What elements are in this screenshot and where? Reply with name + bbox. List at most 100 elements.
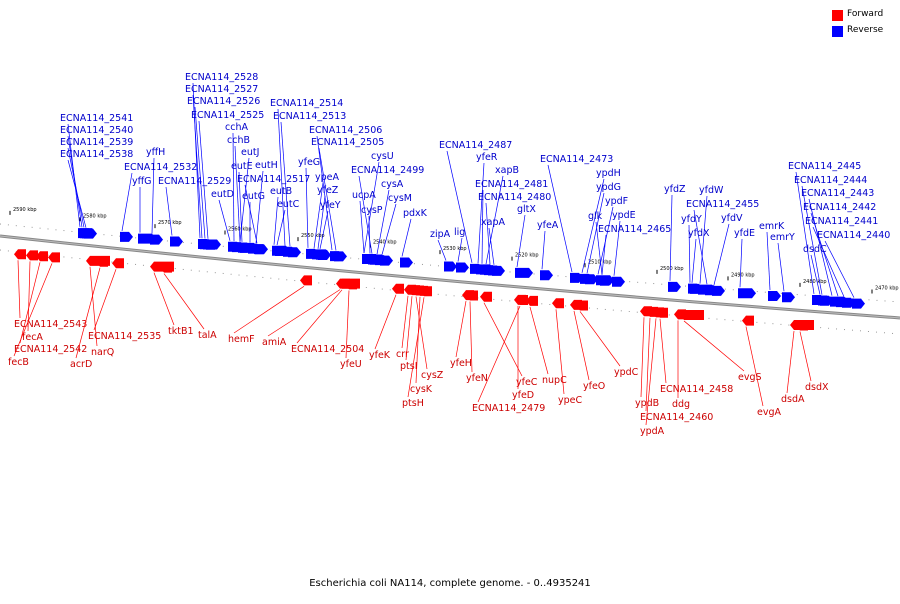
reverse-gene-label[interactable]: eutH [255, 160, 278, 171]
reverse-gene-ecna114-2525[interactable] [206, 239, 219, 250]
reverse-gene-yfea[interactable] [540, 270, 553, 281]
forward-gene-label[interactable]: nupC [542, 375, 567, 386]
reverse-gene-label[interactable]: ECNA114_2529 [158, 176, 231, 187]
reverse-gene-label[interactable]: eutG [242, 191, 265, 202]
reverse-gene-gltx[interactable] [515, 267, 533, 278]
reverse-gene-eutd[interactable] [228, 241, 241, 252]
reverse-gene-label[interactable]: ECNA114_2527 [185, 84, 258, 95]
reverse-gene-label[interactable]: eutD [211, 189, 234, 200]
reverse-gene-label[interactable]: ECNA114_2528 [185, 72, 258, 83]
forward-gene-yfen[interactable] [466, 290, 478, 301]
reverse-gene-label[interactable]: ECNA114_2505 [311, 137, 384, 148]
reverse-gene-label[interactable]: yfeZ [317, 185, 339, 196]
reverse-gene-label[interactable]: ECNA114_2440 [817, 230, 890, 241]
reverse-gene-cysp[interactable] [368, 254, 386, 265]
forward-gene-label[interactable]: evgA [757, 407, 781, 418]
forward-gene-label[interactable]: dsdX [805, 382, 829, 393]
reverse-gene-label[interactable]: ypdF [605, 196, 628, 207]
forward-gene-label[interactable]: ECNA114_2504 [291, 344, 364, 355]
reverse-gene-ypde[interactable] [612, 276, 625, 287]
forward-gene-ecna114-2479[interactable] [516, 295, 528, 306]
forward-gene-label[interactable]: yfeO [583, 381, 605, 392]
forward-gene-label[interactable]: hemF [228, 334, 255, 345]
forward-gene-label[interactable]: ECNA114_2460 [640, 412, 713, 423]
reverse-gene-yffg[interactable] [138, 233, 156, 244]
forward-gene-label[interactable]: cysK [410, 384, 433, 395]
forward-gene-label[interactable]: talA [198, 330, 217, 341]
reverse-gene-ecna114-2441[interactable] [842, 297, 855, 308]
reverse-gene-label[interactable]: yfdW [699, 185, 724, 196]
reverse-gene-label[interactable]: ECNA114_2526 [187, 96, 260, 107]
reverse-gene-label[interactable]: ECNA114_2499 [351, 165, 424, 176]
forward-gene-label[interactable]: fecA [22, 332, 43, 343]
reverse-gene-yfde[interactable] [738, 288, 756, 299]
reverse-gene-label[interactable]: ECNA114_2532 [124, 162, 197, 173]
reverse-gene-ecna114-2465[interactable] [600, 275, 613, 286]
reverse-gene-label[interactable]: yfdE [734, 228, 755, 239]
forward-gene-label[interactable]: yfeH [450, 358, 472, 369]
reverse-gene-label[interactable]: ypeA [315, 172, 339, 183]
reverse-gene-label[interactable]: eutE [231, 161, 253, 172]
reverse-gene-label[interactable]: yfdV [721, 213, 743, 224]
reverse-gene-emry[interactable] [782, 292, 795, 303]
reverse-gene-ecna114-2529[interactable] [170, 236, 183, 247]
reverse-gene-ecna114-2517[interactable] [255, 244, 268, 255]
reverse-gene-yfdz[interactable] [668, 281, 681, 292]
reverse-gene-label[interactable]: yfeG [298, 157, 320, 168]
reverse-gene-label[interactable]: eutC [277, 199, 300, 210]
reverse-gene-label[interactable]: xapA [481, 217, 505, 228]
forward-gene-hemf[interactable] [300, 275, 312, 286]
reverse-gene-label[interactable]: cchA [225, 122, 248, 133]
reverse-gene-label[interactable]: ECNA114_2442 [803, 202, 876, 213]
forward-gene-label[interactable]: yfeC [516, 377, 538, 388]
reverse-gene-label[interactable]: yffH [146, 147, 165, 158]
forward-gene-tala[interactable] [160, 262, 172, 273]
forward-gene-label[interactable]: ECNA114_2458 [660, 384, 733, 395]
forward-gene-label[interactable]: yfeD [512, 390, 534, 401]
forward-gene-label[interactable]: amiA [262, 337, 287, 348]
forward-gene-yfec[interactable] [480, 291, 492, 302]
reverse-gene-label[interactable]: ECNA114_2517 [237, 174, 310, 185]
forward-gene-label[interactable]: ypeC [558, 395, 582, 406]
reverse-gene-label[interactable]: ECNA114_2514 [270, 98, 343, 109]
forward-gene-label[interactable]: ECNA114_2542 [14, 344, 87, 355]
reverse-gene-ecna114-2473[interactable] [570, 272, 583, 283]
reverse-gene-label[interactable]: yfeR [476, 152, 498, 163]
reverse-gene-label[interactable]: ECNA114_2445 [788, 161, 861, 172]
reverse-gene-label[interactable]: yfeA [537, 220, 559, 231]
forward-gene-label[interactable]: fecB [8, 357, 29, 368]
reverse-gene-xapa[interactable] [492, 265, 505, 276]
reverse-gene-label[interactable]: yfdX [688, 228, 710, 239]
reverse-gene-label[interactable]: ECNA114_2541 [60, 113, 133, 124]
reverse-gene-label[interactable]: gltX [517, 204, 536, 215]
forward-gene-label[interactable]: ypdB [635, 398, 659, 409]
forward-gene-label[interactable]: ECNA114_2543 [14, 319, 87, 330]
forward-gene-label[interactable]: cysZ [421, 370, 444, 381]
reverse-gene-label[interactable]: emrY [770, 232, 795, 243]
forward-gene-ypec[interactable] [552, 298, 564, 309]
forward-gene-ypdc[interactable] [576, 300, 588, 311]
forward-gene-label[interactable]: ypdC [614, 367, 639, 378]
reverse-gene-label[interactable]: cysP [361, 205, 383, 216]
reverse-gene-yfdv[interactable] [712, 285, 725, 296]
forward-gene-nupc[interactable] [526, 295, 538, 306]
reverse-gene-emrk[interactable] [768, 290, 781, 301]
forward-gene-label[interactable]: ptsI [400, 361, 418, 372]
forward-gene-yfek[interactable] [392, 283, 404, 294]
forward-gene-label[interactable]: yfeN [466, 373, 488, 384]
reverse-gene-ecna114-2513[interactable] [288, 247, 301, 258]
reverse-gene-label[interactable]: ECNA114_2444 [794, 175, 867, 186]
forward-gene-evgs[interactable] [680, 309, 704, 320]
forward-gene-label[interactable]: yfeU [340, 359, 362, 370]
forward-gene-ecna114-2543[interactable] [14, 249, 26, 260]
reverse-gene-label[interactable]: glk [588, 211, 603, 222]
forward-gene-feca[interactable] [26, 250, 38, 261]
forward-gene-evga[interactable] [742, 315, 754, 326]
reverse-gene-ypdg[interactable] [585, 274, 598, 285]
reverse-gene-label[interactable]: ECNA114_2480 [478, 192, 551, 203]
reverse-gene-label[interactable]: ECNA114_2525 [191, 110, 264, 121]
reverse-gene-label[interactable]: ypdG [596, 182, 621, 193]
reverse-gene-label[interactable]: ECNA114_2538 [60, 149, 133, 160]
forward-gene-label[interactable]: acrD [70, 359, 92, 370]
